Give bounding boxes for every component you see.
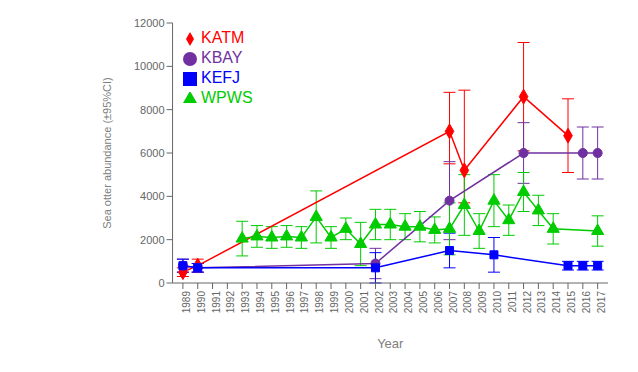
svg-text:1989: 1989 — [181, 291, 192, 314]
svg-text:2016: 2016 — [581, 291, 592, 314]
svg-text:2015: 2015 — [566, 291, 577, 314]
svg-text:2009: 2009 — [477, 291, 488, 314]
svg-text:0: 0 — [158, 277, 164, 289]
svg-text:8000: 8000 — [140, 104, 164, 116]
svg-text:1991: 1991 — [211, 291, 222, 314]
svg-text:2002: 2002 — [374, 291, 385, 314]
svg-text:4000: 4000 — [140, 190, 164, 202]
html-text:WPWS: WPWS — [201, 89, 253, 106]
svg-text:2010: 2010 — [492, 291, 503, 314]
svg-text:1996: 1996 — [285, 291, 296, 314]
svg-text:1993: 1993 — [240, 291, 251, 314]
svg-text:1995: 1995 — [270, 291, 281, 314]
svg-text:Sea otter abundance (±95%CI): Sea otter abundance (±95%CI) — [101, 77, 113, 229]
svg-text:2001: 2001 — [359, 291, 370, 314]
svg-text:10000: 10000 — [134, 60, 165, 72]
svg-text:2014: 2014 — [551, 291, 562, 314]
svg-text:2007: 2007 — [448, 291, 459, 314]
svg-text:Year: Year — [377, 336, 404, 351]
svg-text:6000: 6000 — [140, 147, 164, 159]
svg-text:1994: 1994 — [255, 291, 266, 314]
svg-text:2017: 2017 — [596, 291, 607, 314]
svg-text:2005: 2005 — [418, 291, 429, 314]
html-text:KBAY: KBAY — [201, 49, 243, 66]
html-text:KATM: KATM — [201, 29, 245, 46]
svg-text:2011: 2011 — [507, 291, 518, 313]
svg-text:1990: 1990 — [196, 291, 207, 314]
svg-text:2013: 2013 — [536, 291, 547, 314]
svg-text:1997: 1997 — [300, 291, 311, 314]
svg-text:12000: 12000 — [134, 17, 165, 29]
svg-text:2000: 2000 — [344, 291, 355, 314]
svg-text:2012: 2012 — [522, 291, 533, 314]
svg-text:2000: 2000 — [140, 234, 164, 246]
svg-text:1998: 1998 — [314, 291, 325, 314]
svg-text:1992: 1992 — [225, 291, 236, 314]
svg-text:2008: 2008 — [462, 291, 473, 314]
html-text:KEFJ: KEFJ — [201, 69, 241, 86]
svg-text:2006: 2006 — [433, 291, 444, 314]
svg-text:1999: 1999 — [329, 291, 340, 314]
svg-text:2003: 2003 — [388, 291, 399, 314]
svg-text:2004: 2004 — [403, 291, 414, 314]
